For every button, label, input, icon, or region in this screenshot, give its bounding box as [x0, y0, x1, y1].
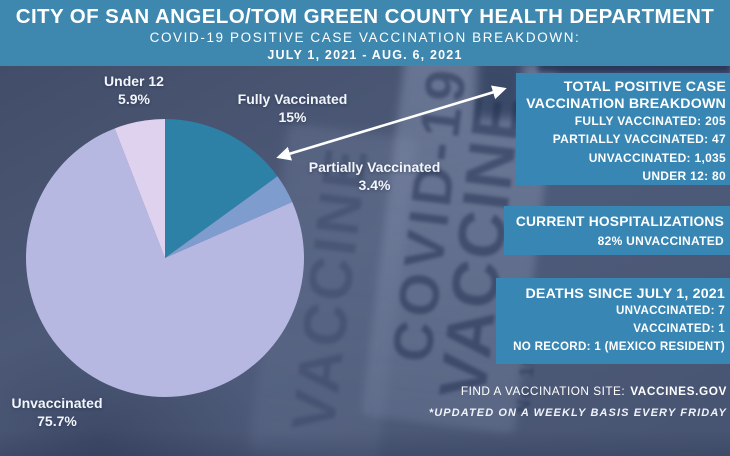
stat-under-12: UNDER 12: 80	[642, 169, 726, 184]
header-band: CITY OF SAN ANGELO/TOM GREEN COUNTY HEAL…	[0, 0, 730, 66]
stat-partially-vaccinated: PARTIALLY VACCINATED: 47	[552, 132, 726, 147]
pie-slices	[25, 119, 304, 397]
pie-label-fully-vaccinated: Fully Vaccinated 15%	[230, 91, 355, 126]
pie-slice-unvaccinated	[25, 128, 304, 397]
pie-slice-partially-vaccinated	[165, 176, 293, 258]
vaccines-gov-text: VACCINES.GOV	[630, 384, 727, 398]
panel-title-line1: TOTAL POSITIVE CASE	[563, 79, 726, 95]
stat-fully-vaccinated: FULLY VACCINATED: 205	[574, 114, 726, 128]
panel-title: DEATHS SINCE JULY 1, 2021	[525, 286, 725, 302]
slice-percent: 3.4%	[358, 176, 391, 193]
panel-title: CURRENT HOSPITALIZATIONS	[515, 214, 724, 229]
pie-label-unvaccinated: Unvaccinated 75.7%	[0, 395, 117, 430]
find-site-label: FIND A VACCINATION SITE:	[460, 384, 626, 398]
slice-name: Partially Vaccinated	[308, 159, 441, 175]
slice-percent: 5.9%	[118, 90, 150, 107]
panel-total-positive-breakdown: TOTAL POSITIVE CASE VACCINATION BREAKDOW…	[516, 73, 730, 185]
stat-unvaccinated: UNVACCINATED: 1,035	[588, 150, 726, 165]
stat-deaths-vaccinated: VACCINATED: 1	[633, 322, 725, 335]
pie-slice-fully-vaccinated	[165, 119, 278, 258]
page-title: CITY OF SAN ANGELO/TOM GREEN COUNTY HEAL…	[15, 5, 715, 28]
panel-current-hospitalizations: CURRENT HOSPITALIZATIONS 82% UNVACCINATE…	[504, 206, 730, 255]
page-subtitle: COVID-19 POSITIVE CASE VACCINATION BREAK…	[149, 30, 581, 45]
slice-name: Unvaccinated	[11, 395, 103, 411]
slice-percent: 75.7%	[37, 412, 77, 429]
panel-deaths-since-july: DEATHS SINCE JULY 1, 2021 UNVACCINATED: …	[496, 278, 730, 364]
bottom-shade	[0, 430, 730, 456]
stat-deaths-unvaccinated: UNVACCINATED: 7	[615, 304, 725, 317]
pie-label-partially-vaccinated: Partially Vaccinated 3.4%	[287, 159, 462, 194]
slice-name: Under 12	[104, 73, 164, 89]
slice-name: Fully Vaccinated	[237, 91, 348, 107]
pie-label-under-12: Under 12 5.9%	[74, 73, 194, 108]
double-arrow	[276, 85, 507, 161]
pie-slice-under-12	[114, 119, 165, 258]
stat-deaths-no-record: NO RECORD: 1 (MEXICO RESIDENT)	[513, 340, 725, 353]
panel-title-line2: VACCINATION BREAKDOWN	[526, 95, 726, 112]
slice-percent: 15%	[278, 108, 307, 125]
weekly-update-note: *UPDATED ON A WEEKLY BASIS EVERY FRIDAY	[428, 407, 727, 419]
stat-hospitalized-unvaccinated: 82% UNVACCINATED	[597, 234, 724, 248]
find-vaccination-site-line: FIND A VACCINATION SITE: VACCINES.GOV	[461, 384, 727, 398]
date-range: JULY 1, 2021 - AUG. 6, 2021	[267, 48, 463, 62]
